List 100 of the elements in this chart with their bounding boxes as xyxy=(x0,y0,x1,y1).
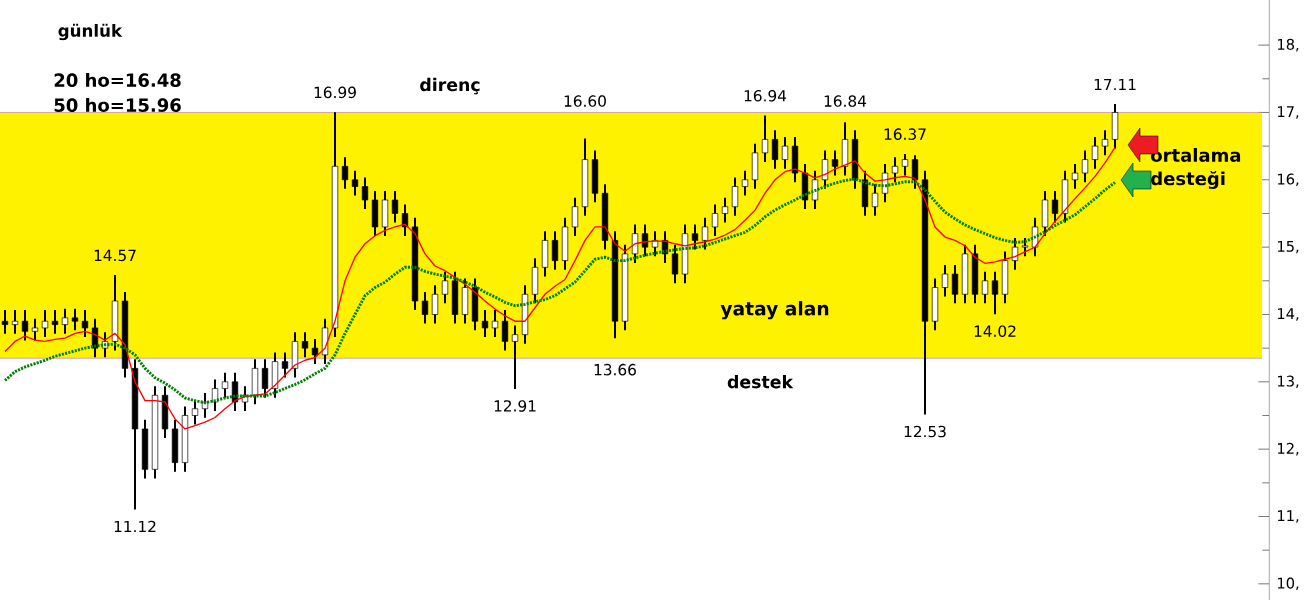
y-tick-label: 17, xyxy=(1278,106,1299,119)
candlestick xyxy=(431,285,439,324)
candlestick xyxy=(581,138,589,216)
ref-line-label: destek xyxy=(727,374,794,389)
candlestick xyxy=(781,137,789,169)
candlestick xyxy=(271,352,279,398)
candlestick xyxy=(711,204,719,237)
annotation: 16.94 xyxy=(744,89,787,102)
candlestick xyxy=(371,190,379,237)
candlestick xyxy=(731,177,739,216)
candlestick xyxy=(291,332,299,378)
candlestick xyxy=(501,310,509,351)
candlestick xyxy=(11,310,19,334)
candlestick xyxy=(901,153,909,176)
candlestick xyxy=(811,170,819,210)
candlestick xyxy=(891,157,899,183)
candlestick xyxy=(401,204,409,237)
candlestick xyxy=(1051,190,1059,223)
candlestick xyxy=(111,275,119,351)
text: günlük xyxy=(58,23,123,41)
annotation: 16.37 xyxy=(884,128,926,140)
candlestick xyxy=(1111,104,1119,149)
candlestick xyxy=(841,122,849,176)
annotation: 14.57 xyxy=(94,249,136,262)
annotation: 16.84 xyxy=(824,95,867,107)
candlestick xyxy=(261,359,269,398)
annotation: 11.12 xyxy=(114,520,156,533)
candlestick xyxy=(251,359,259,405)
candlestick xyxy=(341,157,349,189)
candlestick xyxy=(391,190,399,223)
candlestick xyxy=(221,372,229,398)
candlestick xyxy=(311,339,319,364)
candlestick xyxy=(1001,251,1009,304)
candlestick xyxy=(951,264,959,304)
candlestick xyxy=(461,278,469,324)
candlestick xyxy=(361,177,369,210)
candlestick xyxy=(871,184,879,216)
candlestick xyxy=(31,318,39,341)
candlestick xyxy=(861,170,869,216)
candlestick xyxy=(301,332,309,358)
y-tick-label: 14, xyxy=(1278,308,1299,321)
candlestick xyxy=(171,419,179,472)
candlestick xyxy=(351,170,359,196)
y-tick-label: 18, xyxy=(1278,38,1299,52)
text: ortalama xyxy=(1151,148,1241,162)
candlestick xyxy=(541,231,549,277)
annotation: 16.60 xyxy=(564,95,606,107)
candlestick xyxy=(121,291,129,378)
candlestick xyxy=(721,197,729,223)
candlestick xyxy=(631,224,639,263)
candlestick xyxy=(771,130,779,169)
candlestick xyxy=(421,291,429,324)
annotation: 20 ho=16.48 xyxy=(54,73,181,87)
annotation: 12.53 xyxy=(904,425,946,438)
candlestick xyxy=(981,271,989,304)
candlestick xyxy=(81,310,89,338)
y-tick-label: 16, xyxy=(1278,173,1299,187)
candlestick xyxy=(481,310,489,338)
candlestick xyxy=(591,150,599,203)
candlestick xyxy=(791,137,799,183)
candlestick xyxy=(1011,238,1019,270)
candlestick xyxy=(321,318,329,364)
candlestick xyxy=(471,278,479,331)
candlestick xyxy=(161,386,169,439)
annotation: 16.99 xyxy=(314,86,356,99)
candlestick xyxy=(181,406,189,472)
annotation: 13.66 xyxy=(594,363,636,376)
y-tick-label: 11, xyxy=(1278,510,1299,523)
annotation: 17.11 xyxy=(1094,78,1136,91)
candlestick xyxy=(821,150,829,189)
candlestick xyxy=(641,224,649,257)
candlestick xyxy=(611,231,619,339)
candlestick xyxy=(41,310,49,338)
annotation: 12.91 xyxy=(494,400,536,412)
candlestick xyxy=(61,308,69,334)
y-tick-label: 12, xyxy=(1278,442,1299,456)
candlestick xyxy=(491,310,499,338)
y-tick-label: 10, xyxy=(1278,577,1299,591)
y-tick-label: 15, xyxy=(1278,240,1299,254)
candlestick xyxy=(601,184,609,250)
candlestick xyxy=(551,231,559,270)
y-tick-label: 13, xyxy=(1278,375,1299,389)
candlestick xyxy=(561,217,569,270)
candlestick xyxy=(1071,163,1079,189)
candlestick xyxy=(151,386,159,479)
candlestick xyxy=(21,310,29,341)
candlestick xyxy=(971,244,979,304)
candlestick xyxy=(961,244,969,304)
candlestick xyxy=(761,115,769,162)
candlestick xyxy=(191,399,199,425)
band-label: yatay alan xyxy=(720,301,829,320)
annotation: 14.02 xyxy=(974,325,1016,337)
annotation: 50 ho=15.96 xyxy=(54,98,181,112)
candlestick xyxy=(1,310,9,334)
candlestick xyxy=(141,419,149,479)
candlestick xyxy=(331,112,339,338)
candlestick xyxy=(1081,150,1089,183)
candlestick xyxy=(941,264,949,297)
candlestick xyxy=(531,258,539,304)
candlestick xyxy=(921,170,929,415)
